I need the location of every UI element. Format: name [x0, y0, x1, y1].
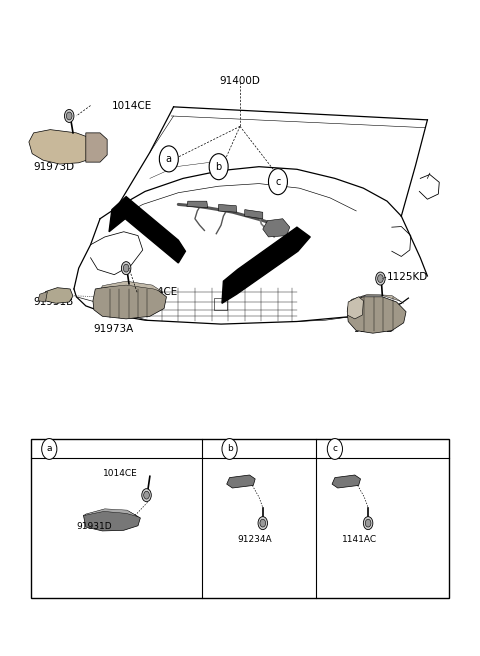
Circle shape: [121, 262, 131, 275]
Polygon shape: [222, 227, 310, 303]
Circle shape: [42, 439, 57, 459]
Polygon shape: [93, 284, 167, 319]
Text: 1014CE: 1014CE: [138, 287, 178, 297]
Circle shape: [268, 169, 288, 195]
Text: b: b: [216, 161, 222, 172]
Circle shape: [144, 491, 149, 499]
Polygon shape: [109, 197, 185, 263]
Text: 91234A: 91234A: [237, 535, 272, 544]
Text: c: c: [275, 176, 281, 187]
Text: a: a: [47, 445, 52, 453]
Circle shape: [258, 517, 267, 529]
Polygon shape: [101, 281, 163, 292]
Circle shape: [209, 154, 228, 180]
Text: 91973A: 91973A: [93, 324, 133, 335]
Text: 1125KD: 1125KD: [387, 272, 428, 282]
Circle shape: [376, 272, 385, 285]
Circle shape: [363, 517, 373, 529]
Polygon shape: [347, 297, 363, 319]
Circle shape: [66, 112, 72, 120]
Polygon shape: [29, 130, 97, 164]
Text: 1014CE: 1014CE: [103, 468, 138, 478]
Text: a: a: [166, 154, 172, 164]
Polygon shape: [187, 201, 208, 208]
Circle shape: [327, 439, 342, 459]
Text: b: b: [227, 445, 232, 453]
Circle shape: [222, 439, 237, 459]
Text: 91400D: 91400D: [219, 76, 261, 86]
Polygon shape: [86, 133, 107, 162]
Polygon shape: [38, 291, 48, 302]
Text: 91931D: 91931D: [76, 522, 112, 531]
Polygon shape: [45, 288, 73, 303]
Text: 1141AC: 1141AC: [342, 535, 377, 544]
Circle shape: [378, 275, 384, 283]
Polygon shape: [84, 510, 140, 531]
Bar: [31, 439, 449, 598]
Polygon shape: [350, 294, 404, 303]
Text: 91931B: 91931B: [34, 297, 74, 307]
Polygon shape: [227, 475, 255, 488]
Circle shape: [64, 110, 74, 123]
Text: c: c: [332, 445, 337, 453]
Polygon shape: [245, 210, 263, 218]
Circle shape: [365, 520, 371, 527]
Text: 91973B: 91973B: [354, 324, 394, 335]
Bar: [214, 298, 227, 310]
Polygon shape: [218, 205, 237, 213]
Text: 91973D: 91973D: [34, 161, 75, 172]
Circle shape: [159, 146, 179, 172]
Polygon shape: [263, 218, 290, 237]
Circle shape: [123, 264, 129, 272]
Text: 1014CE: 1014CE: [112, 100, 152, 111]
Polygon shape: [85, 509, 138, 517]
Polygon shape: [347, 297, 406, 333]
Polygon shape: [332, 475, 360, 488]
Circle shape: [260, 520, 265, 527]
Circle shape: [142, 489, 151, 502]
